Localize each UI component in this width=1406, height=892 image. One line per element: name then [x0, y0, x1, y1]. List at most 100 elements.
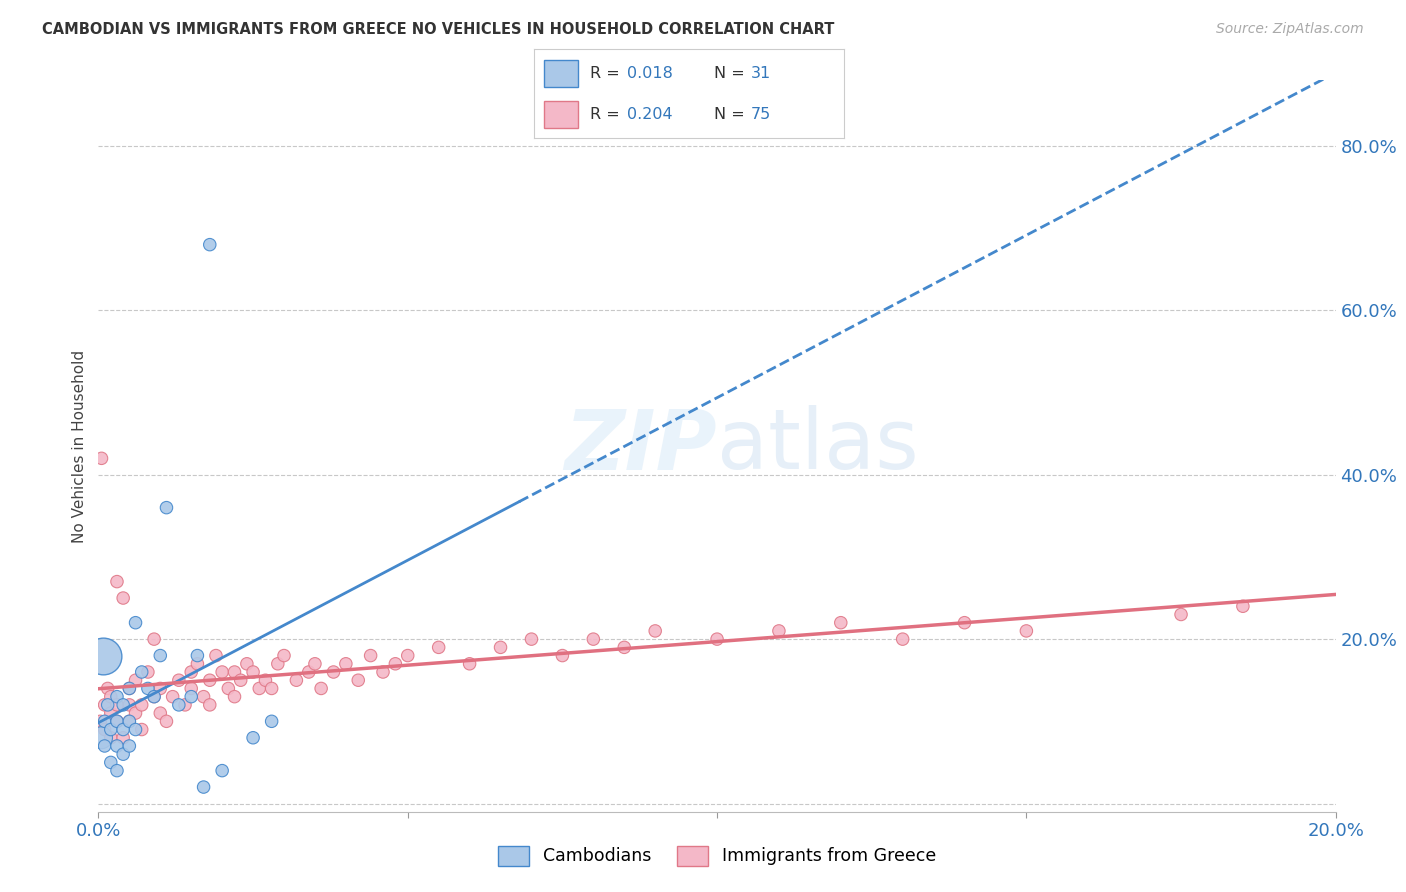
Point — [136, 681, 159, 696]
Point — [1170, 607, 1192, 622]
Point — [124, 723, 146, 737]
Point — [124, 673, 146, 688]
Point — [167, 673, 190, 688]
Point — [149, 706, 172, 720]
Point — [211, 665, 233, 679]
Point — [706, 632, 728, 647]
Point — [143, 690, 166, 704]
Point — [224, 690, 246, 704]
Text: 31: 31 — [751, 66, 770, 80]
Point — [953, 615, 976, 630]
Point — [304, 657, 326, 671]
Point — [118, 714, 141, 729]
Point — [131, 665, 153, 679]
Point — [211, 764, 233, 778]
Text: 0.018: 0.018 — [627, 66, 673, 80]
Point — [162, 690, 184, 704]
Point — [217, 681, 239, 696]
Text: N =: N = — [714, 66, 749, 80]
Point — [100, 756, 122, 770]
Text: R =: R = — [591, 107, 624, 121]
Point — [247, 681, 270, 696]
Point — [242, 665, 264, 679]
Point — [551, 648, 574, 663]
Point — [205, 648, 228, 663]
Point — [891, 632, 914, 647]
Point — [124, 615, 146, 630]
Point — [267, 657, 290, 671]
Point — [1232, 599, 1254, 614]
Point — [131, 723, 153, 737]
Point — [97, 698, 120, 712]
Point — [105, 739, 128, 753]
Point — [149, 648, 172, 663]
Point — [298, 665, 321, 679]
Point — [124, 706, 146, 720]
Point — [260, 681, 283, 696]
Point — [347, 673, 370, 688]
Point — [105, 714, 128, 729]
Point — [167, 698, 190, 712]
Point — [198, 237, 221, 252]
Point — [93, 714, 115, 729]
Point — [830, 615, 852, 630]
Point — [193, 690, 215, 704]
Point — [105, 764, 128, 778]
Point — [89, 714, 111, 729]
Point — [112, 723, 135, 737]
Text: R =: R = — [591, 66, 624, 80]
Text: Source: ZipAtlas.com: Source: ZipAtlas.com — [1216, 22, 1364, 37]
Point — [174, 698, 197, 712]
Point — [105, 698, 128, 712]
Point — [229, 673, 252, 688]
Point — [613, 640, 636, 655]
Point — [236, 657, 259, 671]
Point — [582, 632, 605, 647]
Point — [112, 591, 135, 605]
Point — [93, 648, 115, 663]
Point — [105, 690, 128, 704]
Point — [285, 673, 308, 688]
Point — [335, 657, 357, 671]
Point — [520, 632, 543, 647]
Point — [118, 681, 141, 696]
Point — [180, 690, 202, 704]
Point — [93, 723, 115, 737]
Point — [143, 632, 166, 647]
Point — [97, 681, 120, 696]
Point — [198, 673, 221, 688]
Text: CAMBODIAN VS IMMIGRANTS FROM GREECE NO VEHICLES IN HOUSEHOLD CORRELATION CHART: CAMBODIAN VS IMMIGRANTS FROM GREECE NO V… — [42, 22, 835, 37]
Point — [136, 665, 159, 679]
Point — [118, 681, 141, 696]
Point — [90, 731, 112, 745]
Text: N =: N = — [714, 107, 749, 121]
Point — [193, 780, 215, 794]
Point — [93, 739, 115, 753]
Point — [105, 574, 128, 589]
Point — [371, 665, 394, 679]
Point — [458, 657, 481, 671]
Point — [155, 500, 177, 515]
Text: atlas: atlas — [717, 406, 918, 486]
Point — [100, 706, 122, 720]
Y-axis label: No Vehicles in Household: No Vehicles in Household — [72, 350, 87, 542]
Point — [322, 665, 344, 679]
FancyBboxPatch shape — [544, 101, 578, 128]
Point — [100, 690, 122, 704]
Point — [143, 690, 166, 704]
Point — [224, 665, 246, 679]
Point — [112, 731, 135, 745]
Point — [489, 640, 512, 655]
Point — [149, 681, 172, 696]
Point — [131, 698, 153, 712]
Point — [180, 665, 202, 679]
Text: 0.204: 0.204 — [627, 107, 672, 121]
Legend: Cambodians, Immigrants from Greece: Cambodians, Immigrants from Greece — [491, 838, 943, 872]
Point — [254, 673, 277, 688]
Point — [93, 698, 115, 712]
Point — [644, 624, 666, 638]
Point — [112, 747, 135, 762]
Point — [105, 714, 128, 729]
Point — [155, 714, 177, 729]
Point — [186, 657, 208, 671]
